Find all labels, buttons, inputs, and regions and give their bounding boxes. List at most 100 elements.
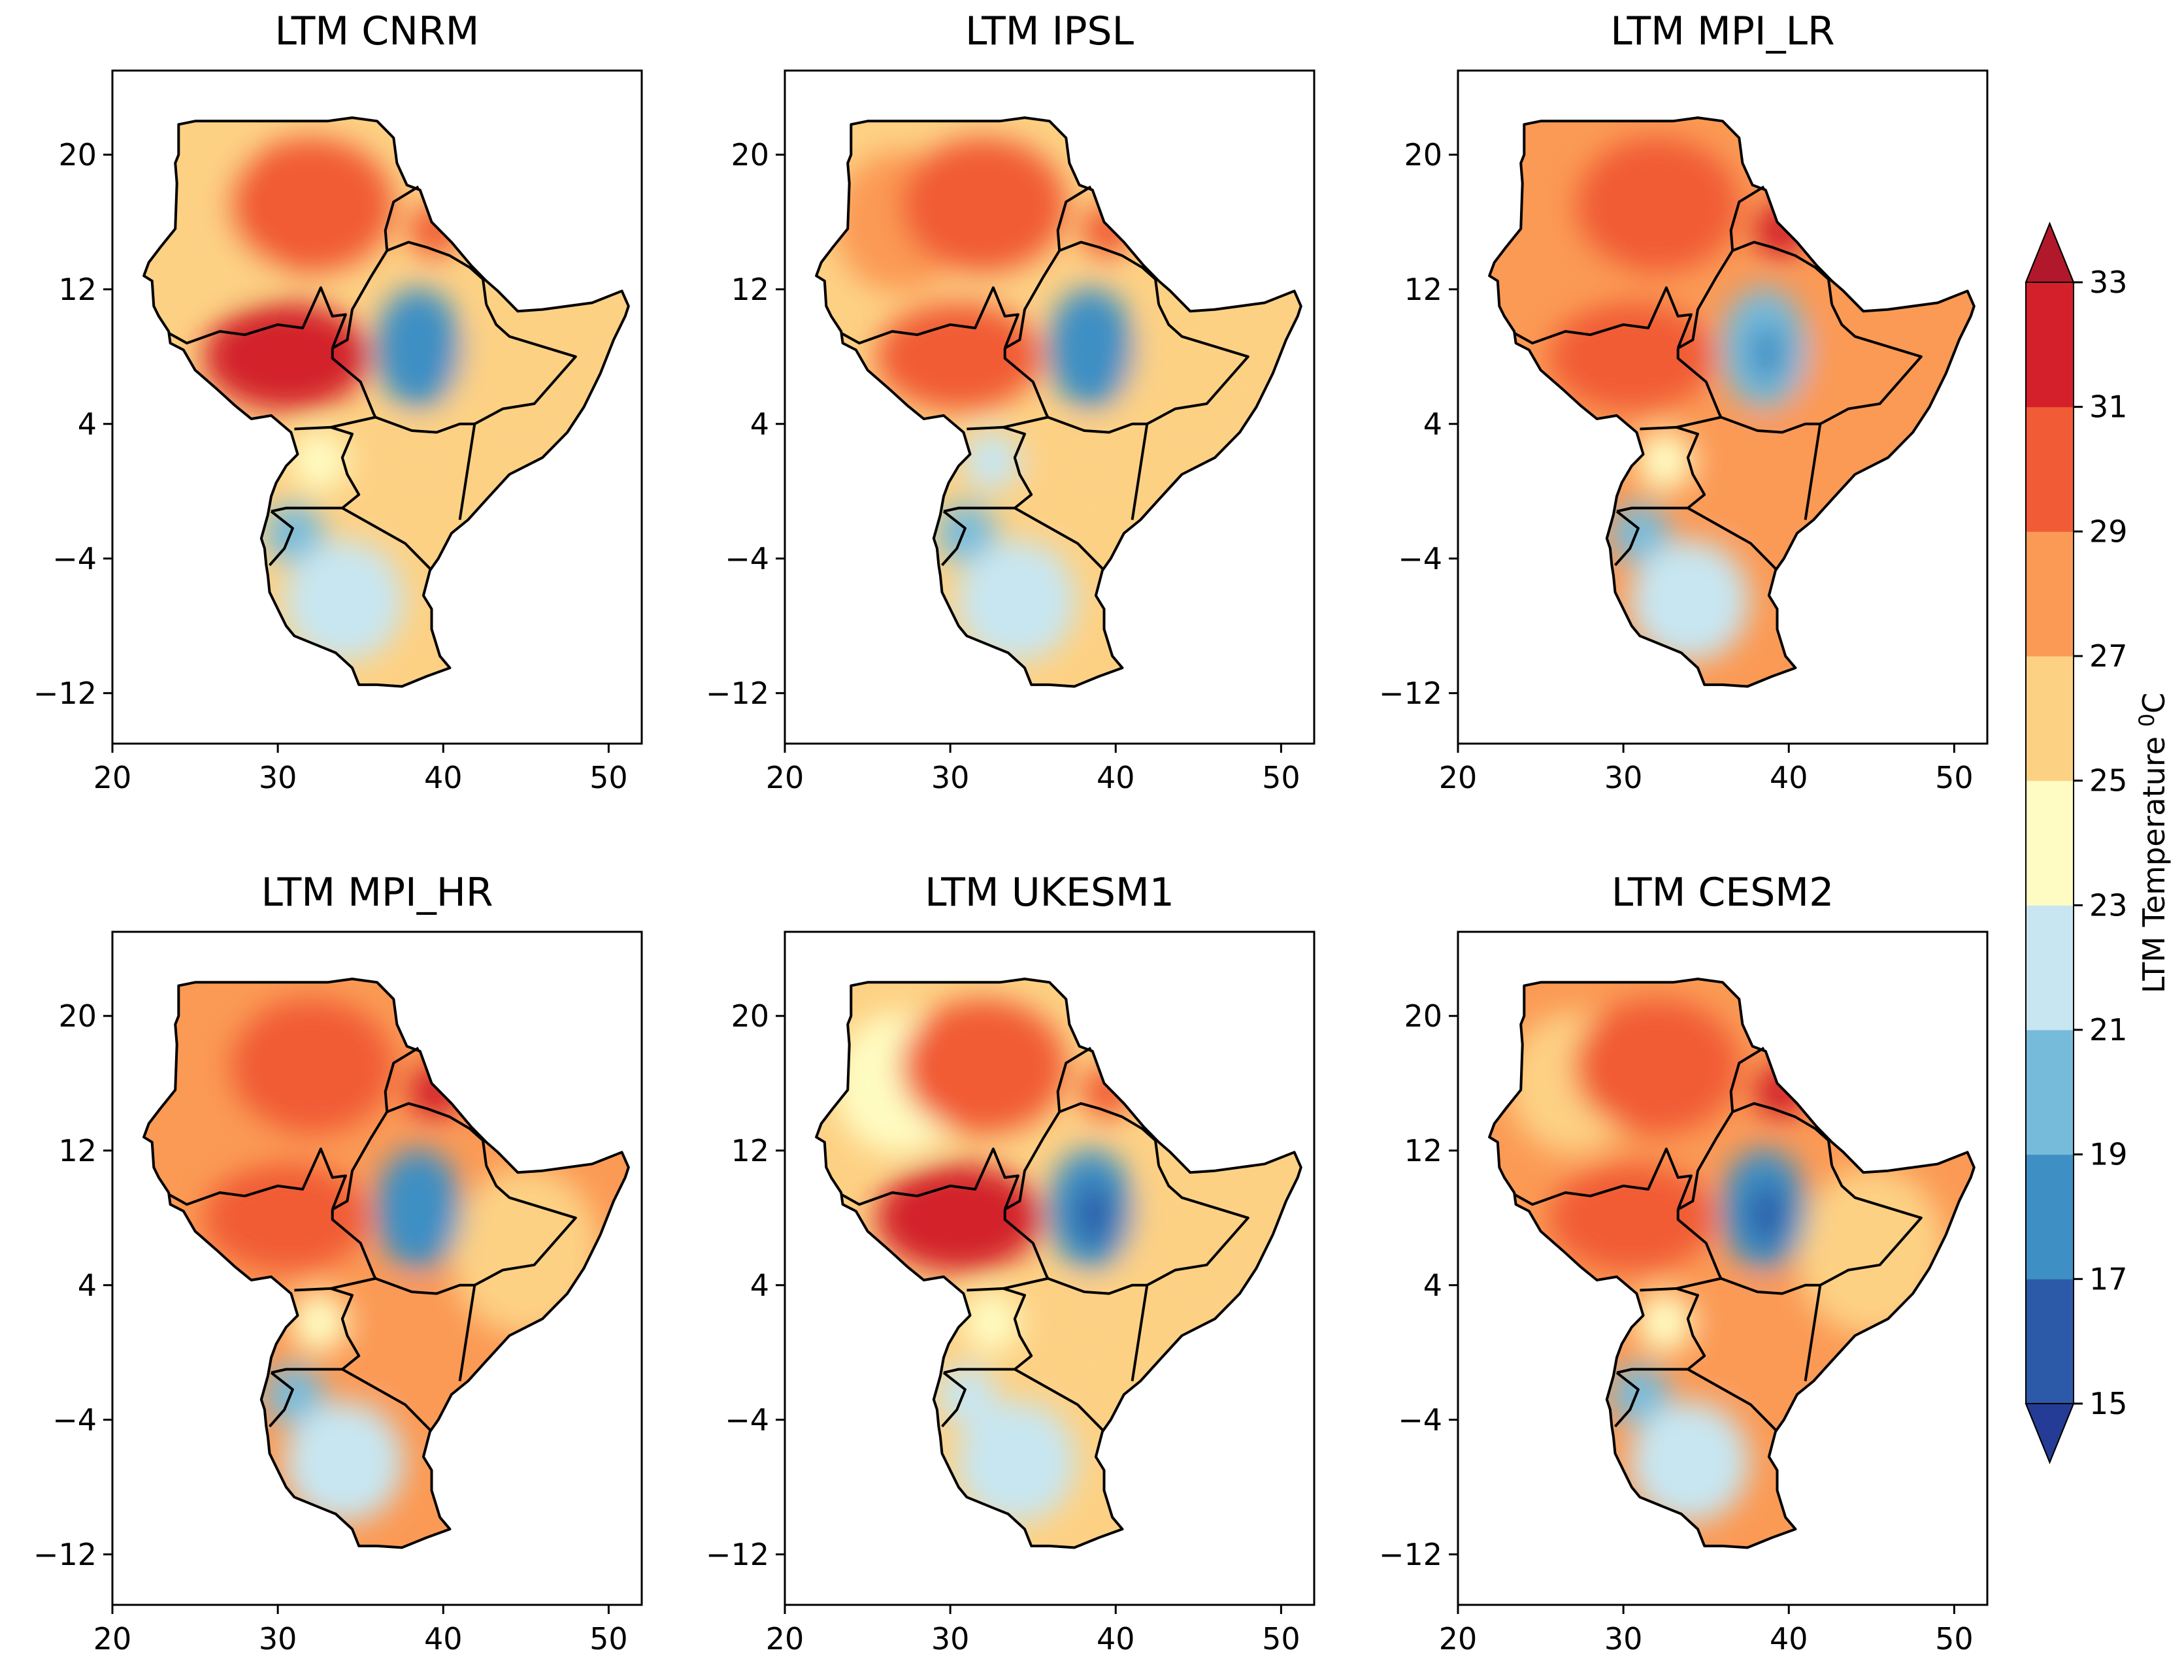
axes-frame [784, 931, 1315, 1606]
panel-title: LTM CNRM [275, 8, 480, 54]
y-tick-label: 4 [78, 406, 97, 442]
x-tick-label: 30 [931, 1621, 970, 1656]
country-border [1146, 1165, 1249, 1287]
field-somalia [1123, 1167, 1273, 1336]
colorbar-tick-label: 29 [2089, 514, 2128, 549]
axes-frame [1457, 69, 1989, 745]
field-blobs [161, 138, 601, 661]
field-kenya [1711, 1281, 1817, 1390]
colorbar-tick-label: 19 [2089, 1137, 2128, 1172]
colorbar-segment [2026, 531, 2074, 657]
colorbar-label-text: LTM Temperature [2136, 727, 2172, 993]
country-border [1131, 423, 1149, 520]
country-border [1047, 416, 1148, 434]
country-border [1729, 1046, 1765, 1112]
y-tick-label: −12 [706, 676, 769, 711]
axes-frame [784, 69, 1315, 745]
country-border [331, 1102, 488, 1211]
x-tick-label: 40 [1097, 1621, 1135, 1656]
field-south-sudan [876, 303, 1042, 411]
country-border [1002, 1277, 1048, 1290]
country-border [341, 506, 431, 570]
x-tick-label: 30 [259, 760, 297, 795]
country-border [941, 1372, 967, 1428]
field-uganda [291, 1292, 348, 1353]
x-tick-label: 30 [259, 1621, 297, 1656]
field-south-sudan [203, 303, 369, 411]
country-border [384, 185, 420, 251]
y-tick-label: 4 [750, 406, 769, 442]
map-panel: LTM CNRM 20 30 40 50 20 12 4 −4 −12 [33, 8, 643, 795]
map-panels: LTM CNRM 20 30 40 50 20 12 4 −4 −12 LTM IPSL 20 30 40… [33, 8, 1989, 1656]
colorbar-segment [2026, 1279, 2074, 1404]
field-uganda [1636, 431, 1693, 491]
x-tick-label: 20 [1439, 1621, 1478, 1656]
country-border [269, 510, 294, 567]
map-panel: LTM UKESM1 20 30 40 50 20 12 4 −4 −12 [706, 870, 1315, 1656]
country-border [474, 304, 577, 425]
country-border [1676, 1277, 1721, 1290]
colorbar-extend-max [2025, 222, 2075, 283]
colorbar-segment [2026, 1154, 2074, 1279]
country-border [271, 1287, 361, 1374]
country-border [1804, 1285, 1822, 1381]
colorbar-tick-label: 31 [2089, 389, 2128, 425]
y-tick-label: 20 [731, 998, 769, 1034]
y-tick-label: −4 [725, 1402, 769, 1438]
region-outline [142, 978, 630, 1549]
country-border [1729, 185, 1765, 251]
field-sudan [1574, 138, 1740, 272]
country-border [271, 425, 361, 513]
x-tick-label: 30 [1604, 760, 1643, 795]
y-tick-label: 12 [1404, 272, 1442, 307]
country-border [1056, 185, 1092, 251]
panel-title: LTM IPSL [965, 8, 1134, 54]
y-tick-label: −12 [706, 1537, 769, 1572]
field-somalia [1123, 306, 1273, 474]
field-somalia [451, 1167, 601, 1336]
y-tick-label: −12 [33, 1537, 97, 1572]
x-tick-label: 20 [766, 1621, 804, 1656]
map-panel: LTM MPI_HR 20 30 40 50 20 12 4 −4 −12 [33, 870, 643, 1656]
country-border [840, 1147, 1019, 1210]
country-border [474, 1165, 577, 1287]
x-tick-label: 50 [589, 1621, 628, 1656]
country-border [1056, 1046, 1092, 1112]
region-outline [1488, 116, 1976, 688]
country-border [168, 286, 347, 349]
y-tick-label: 12 [58, 1133, 97, 1168]
x-tick-label: 40 [1097, 760, 1135, 795]
country-border [1047, 1277, 1148, 1295]
y-tick-label: 20 [1404, 998, 1442, 1034]
y-tick-label: 12 [58, 272, 97, 307]
y-tick-label: −4 [52, 1402, 97, 1438]
colorbar-segment [2026, 1030, 2074, 1155]
field-somalia [1796, 1167, 1946, 1336]
field-south-sudan [203, 1164, 369, 1272]
country-border [268, 1372, 294, 1428]
field-somalia [451, 306, 601, 474]
x-tick-label: 20 [766, 760, 804, 795]
temperature-field [816, 979, 1301, 1548]
x-tick-label: 20 [1439, 760, 1478, 795]
field-highland-core [1749, 1184, 1786, 1245]
y-tick-label: −4 [725, 541, 769, 576]
country-border [1146, 304, 1249, 425]
temperature-field [816, 118, 1301, 687]
country-border [1131, 1285, 1149, 1381]
country-border [941, 510, 967, 567]
country-border [1514, 1147, 1693, 1210]
y-tick-label: 4 [1423, 406, 1442, 442]
country-border [458, 423, 476, 520]
country-border [1614, 1372, 1640, 1428]
x-tick-label: 50 [1262, 760, 1300, 795]
country-border [331, 1209, 377, 1279]
temperature-field [1489, 118, 1974, 687]
country-border [331, 348, 377, 418]
map-panel: LTM CESM2 20 30 40 50 20 12 4 −4 −12 [1379, 870, 1989, 1656]
field-south-sudan [1549, 303, 1715, 411]
x-tick-label: 40 [1770, 1621, 1808, 1656]
colorbar-label: LTM Temperature 0C [2134, 693, 2172, 993]
y-tick-label: 20 [1404, 137, 1442, 173]
temperature-field [1489, 979, 1974, 1548]
